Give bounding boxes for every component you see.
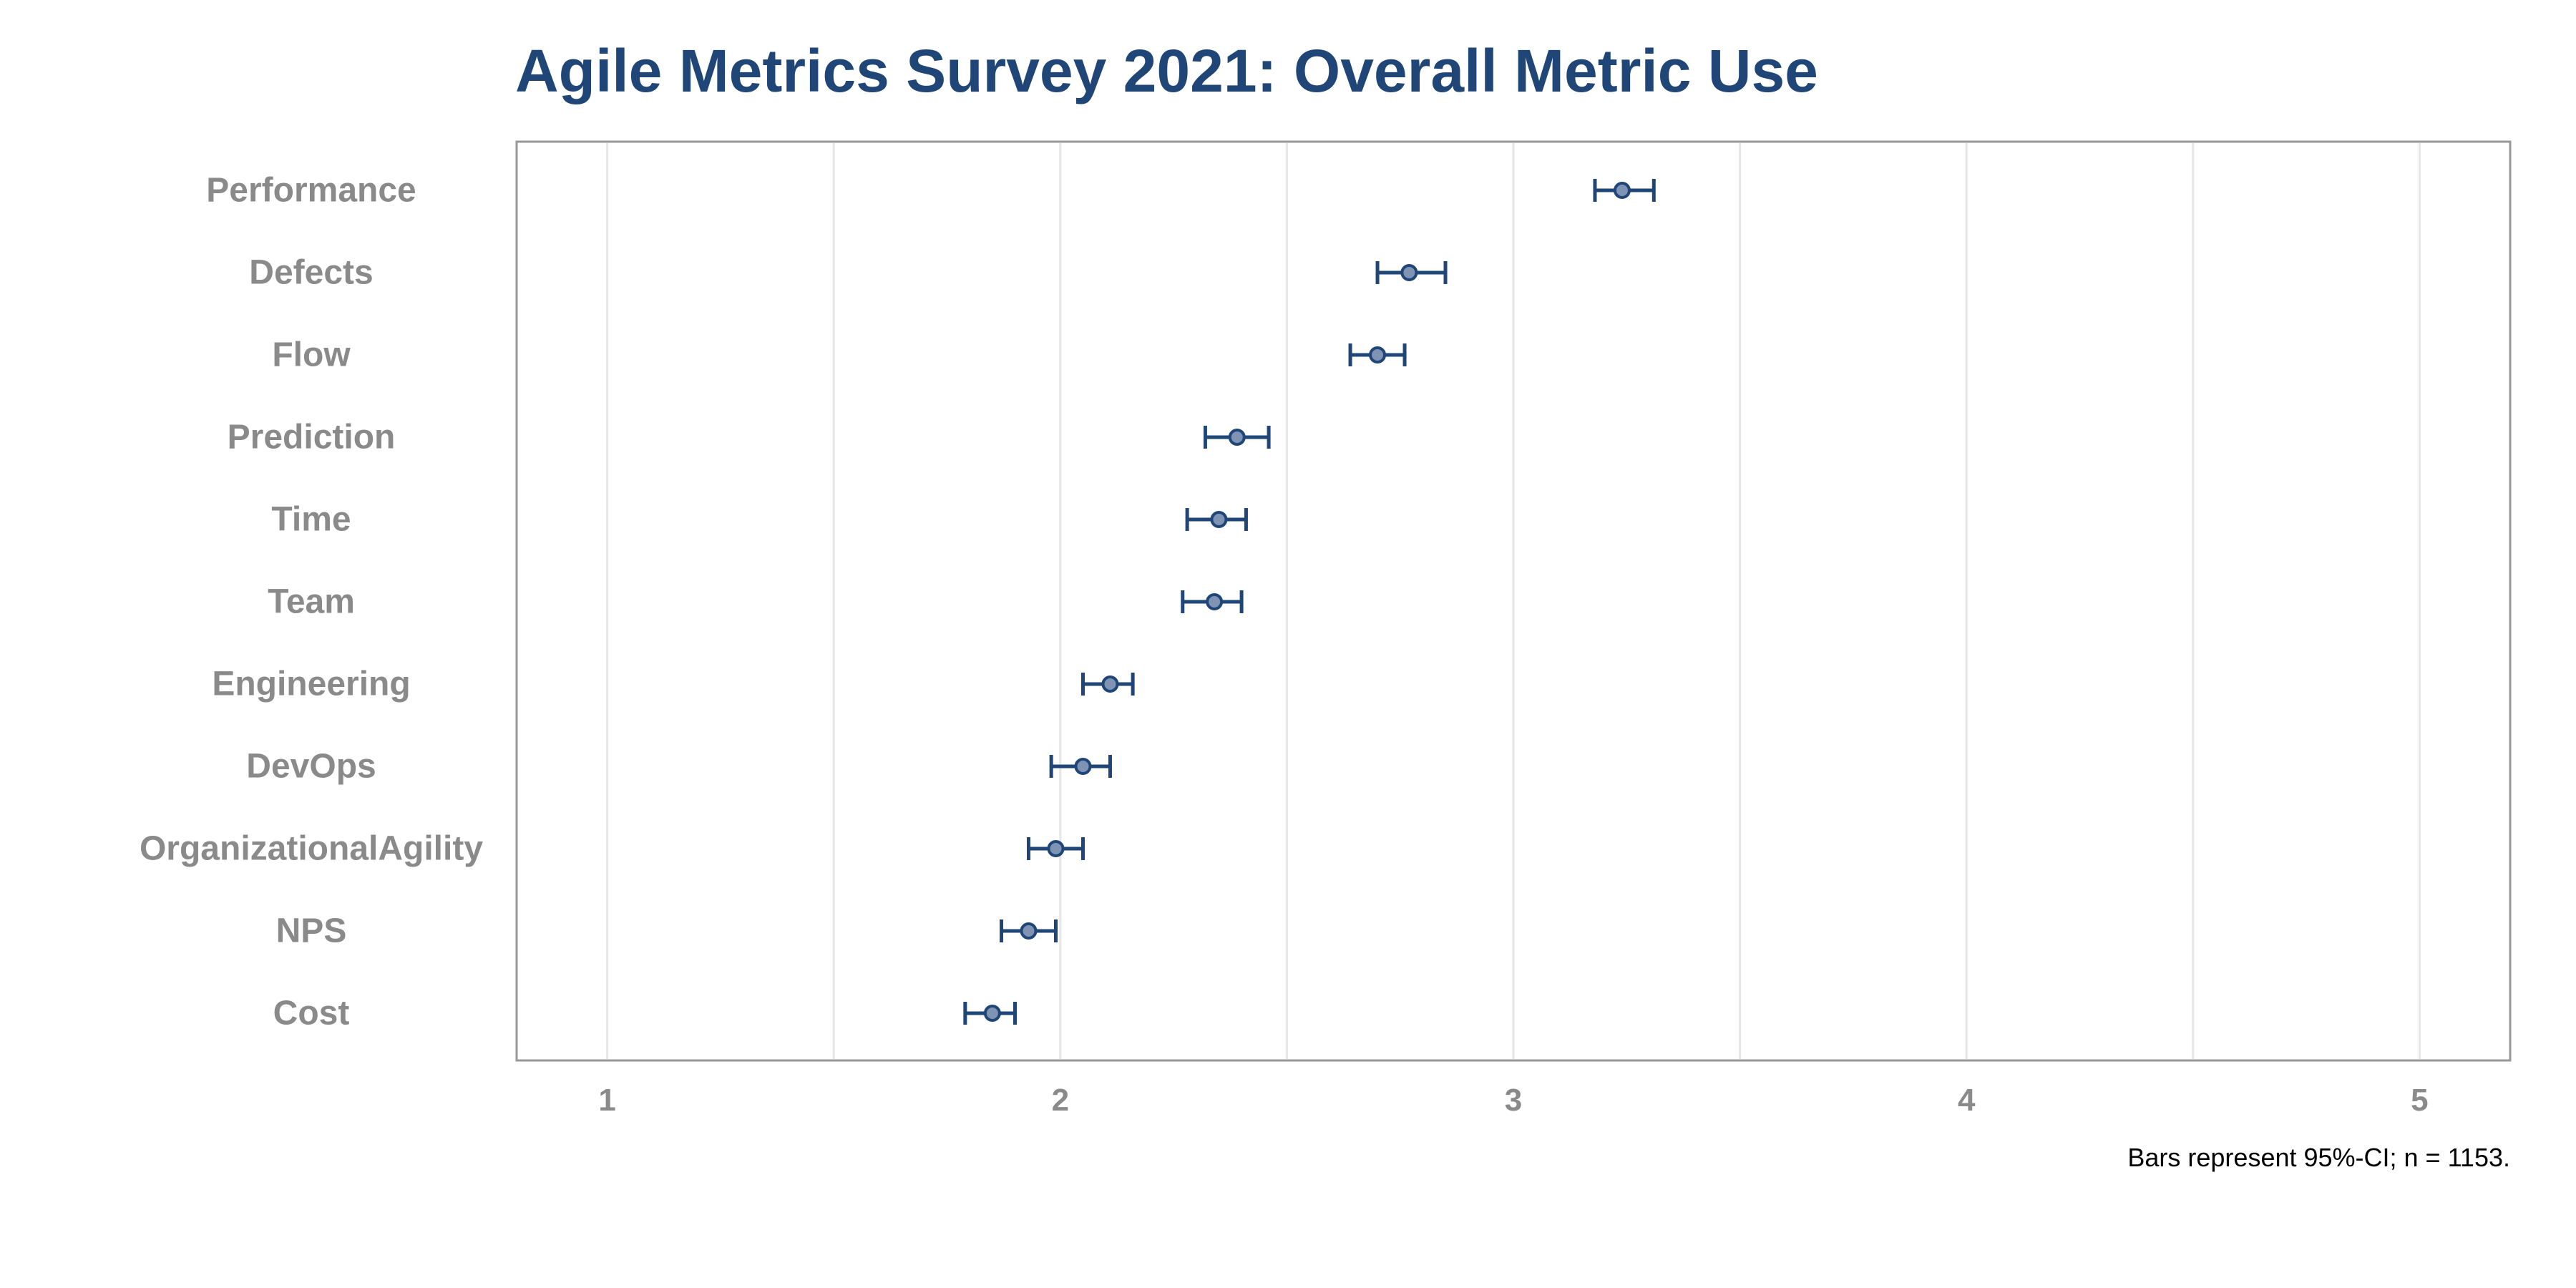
mean-point	[1101, 675, 1119, 693]
error-bar-point	[1203, 426, 1271, 449]
mean-point	[1206, 593, 1224, 610]
mean-point	[983, 1005, 1001, 1022]
error-bar-point	[1375, 261, 1448, 284]
chart-caption: Bars represent 95%-CI; n = 1153.	[2127, 1143, 2510, 1172]
x-gridlines	[606, 143, 2421, 1059]
y-category-label: Team	[268, 583, 355, 621]
y-category-label: OrganizationalAgility	[140, 830, 483, 868]
error-bar-point	[1026, 837, 1085, 860]
error-bar-point	[1348, 343, 1407, 366]
y-axis-category-labels: Performance Defects Flow Prediction Time Team…	[140, 172, 483, 1033]
x-axis-tick-labels: 1 2 3 4 5	[598, 1083, 2428, 1118]
y-category-label: DevOps	[246, 748, 376, 786]
y-category-label: Time	[271, 501, 351, 539]
y-category-label: Engineering	[212, 665, 410, 703]
mean-point	[1228, 429, 1246, 446]
mean-point	[1400, 264, 1418, 281]
y-category-label: Prediction	[228, 419, 396, 457]
y-category-label: Defects	[249, 254, 373, 292]
error-bar-point	[1049, 755, 1112, 778]
x-tick-label: 1	[598, 1083, 615, 1118]
x-tick-label: 5	[2411, 1083, 2428, 1118]
y-category-label: NPS	[276, 912, 347, 950]
error-bar-point	[1181, 590, 1244, 613]
error-bar-point	[1000, 919, 1058, 942]
chart-title: Agile Metrics Survey 2021: Overall Metri…	[515, 37, 1818, 104]
mean-point	[1074, 758, 1092, 775]
mean-point	[1047, 840, 1065, 857]
x-tick-label: 2	[1052, 1083, 1069, 1118]
error-bar-point	[963, 1002, 1017, 1025]
y-category-label: Cost	[273, 995, 350, 1033]
x-tick-label: 4	[1958, 1083, 1976, 1118]
x-tick-label: 3	[1505, 1083, 1522, 1118]
data-marks	[963, 179, 1656, 1025]
error-bar-point	[1080, 673, 1135, 696]
mean-point	[1210, 511, 1228, 528]
y-category-label: Flow	[272, 336, 351, 374]
mean-point	[1020, 922, 1038, 940]
y-category-label: Performance	[206, 172, 416, 210]
error-bar-point	[1185, 508, 1248, 531]
error-bar-point	[1593, 179, 1656, 202]
mean-point	[1369, 346, 1387, 364]
plot-panel-border	[515, 140, 2512, 1062]
mean-point	[1613, 182, 1631, 199]
